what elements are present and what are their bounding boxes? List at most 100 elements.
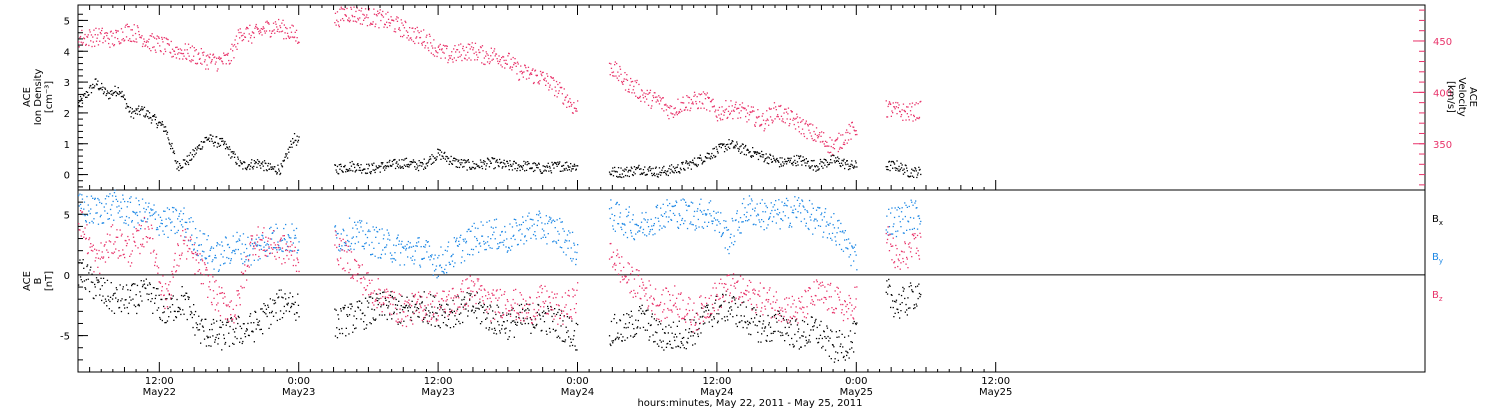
velocity-point xyxy=(485,51,487,53)
density-point xyxy=(849,165,852,167)
density-point xyxy=(825,159,827,162)
bz-point xyxy=(148,228,150,230)
density-point xyxy=(827,164,829,166)
density-point xyxy=(697,157,699,159)
by-point xyxy=(411,259,413,261)
bz-point xyxy=(108,240,110,242)
velocity-point xyxy=(193,47,195,49)
by-point xyxy=(815,209,818,211)
density-point xyxy=(775,158,777,161)
bx-point xyxy=(458,313,461,315)
bx-point xyxy=(756,325,758,327)
by-point xyxy=(414,259,416,261)
velocity-point xyxy=(617,79,620,82)
velocity-point xyxy=(854,130,856,132)
density-point xyxy=(790,157,792,159)
bx-point xyxy=(702,315,704,317)
by-point xyxy=(735,219,737,221)
bx-point xyxy=(612,340,615,342)
velocity-point xyxy=(896,113,898,115)
velocity-point xyxy=(568,100,570,102)
velocity-point xyxy=(123,40,125,42)
bx-point xyxy=(172,295,174,297)
bz-point xyxy=(140,243,142,246)
bx-point xyxy=(916,305,918,307)
by-point xyxy=(912,204,914,206)
velocity-point xyxy=(891,110,893,112)
bx-point xyxy=(104,298,107,300)
bx-point xyxy=(662,328,664,330)
bx-point xyxy=(377,303,379,306)
bx-point xyxy=(133,304,135,306)
bx-point xyxy=(230,317,232,320)
bx-point xyxy=(173,319,175,321)
bz-point xyxy=(172,276,174,278)
by-point xyxy=(835,244,837,246)
velocity-point xyxy=(426,34,428,36)
by-point xyxy=(352,227,354,229)
velocity-point xyxy=(523,71,525,73)
by-point xyxy=(364,233,367,236)
by-point xyxy=(138,204,140,206)
by-point xyxy=(805,222,807,224)
bx-point xyxy=(472,306,475,308)
velocity-point xyxy=(155,38,158,40)
by-point xyxy=(769,216,771,218)
by-point xyxy=(140,219,142,221)
velocity-point xyxy=(200,62,202,64)
bx-point xyxy=(893,300,896,303)
bx-point xyxy=(219,326,221,328)
bx-point xyxy=(393,313,395,315)
by-point xyxy=(801,199,803,201)
by-point xyxy=(404,245,406,247)
by-point xyxy=(576,251,578,254)
bx-point xyxy=(200,320,202,322)
velocity-point xyxy=(239,28,241,30)
velocity-point xyxy=(619,65,621,68)
by-point xyxy=(372,226,374,228)
bx-point xyxy=(228,332,230,334)
by-point xyxy=(174,232,176,235)
bx-point xyxy=(268,327,270,329)
velocity-point xyxy=(466,59,468,61)
by-point xyxy=(152,209,154,211)
bz-point xyxy=(92,250,94,252)
velocity-point xyxy=(294,31,296,33)
velocity-point xyxy=(403,34,405,36)
velocity-point xyxy=(164,50,167,53)
by-point xyxy=(848,256,850,258)
velocity-point xyxy=(442,51,444,53)
by-point xyxy=(205,257,208,259)
velocity-point xyxy=(136,25,139,27)
by-point xyxy=(81,198,84,200)
velocity-point xyxy=(154,37,156,39)
density-point xyxy=(553,167,555,169)
density-point xyxy=(735,145,737,147)
velocity-point xyxy=(350,6,352,9)
bx-point xyxy=(653,341,655,343)
by-point xyxy=(173,226,176,228)
by-point xyxy=(101,202,103,205)
by-point xyxy=(243,251,245,254)
bx-point xyxy=(568,317,570,319)
bx-point xyxy=(773,314,776,317)
velocity-point xyxy=(564,96,567,99)
velocity-point xyxy=(500,64,502,66)
bx-point xyxy=(524,322,526,325)
by-point xyxy=(842,230,844,232)
density-point xyxy=(189,152,192,154)
bz-point xyxy=(209,289,211,291)
bx-point xyxy=(669,343,671,346)
bx-point xyxy=(364,314,366,317)
by-point xyxy=(447,241,450,243)
density-point xyxy=(660,172,662,174)
density-point xyxy=(532,162,534,165)
density-point xyxy=(745,144,747,147)
bz-point xyxy=(153,249,155,251)
bx-point xyxy=(548,310,550,312)
density-point xyxy=(246,168,248,171)
bx-point xyxy=(194,334,196,336)
by-point xyxy=(564,241,566,243)
velocity-point xyxy=(145,44,147,46)
bz-point xyxy=(131,250,133,252)
